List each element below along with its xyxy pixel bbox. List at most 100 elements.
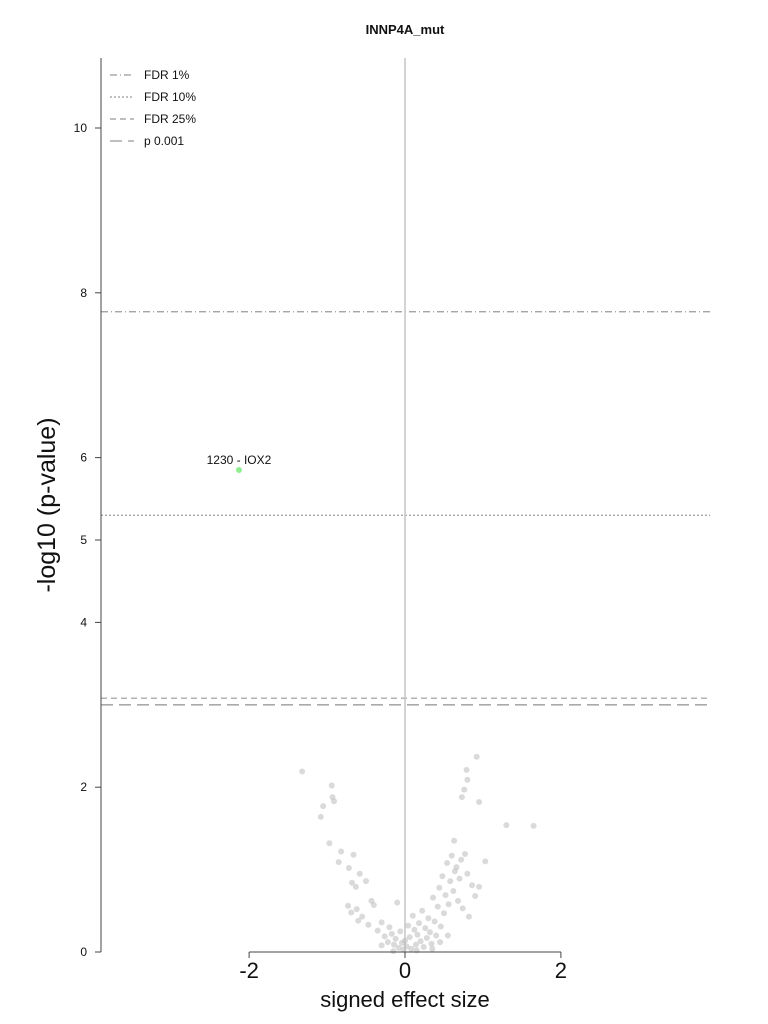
data-point-57 [434, 903, 441, 910]
data-point-61 [440, 910, 447, 917]
data-point-27 [386, 924, 393, 931]
data-point-60 [439, 873, 446, 880]
data-point-94 [437, 939, 444, 946]
data-point-47 [419, 907, 426, 914]
data-point-46 [417, 938, 424, 945]
data-point-52 [426, 929, 433, 936]
data-point-25 [381, 933, 388, 940]
data-point-0 [299, 768, 306, 775]
x-tick-label-0: -2 [239, 958, 259, 983]
data-point-76 [465, 913, 472, 920]
data-point-70 [455, 897, 462, 904]
data-point-22 [370, 902, 377, 909]
data-point-8 [338, 848, 345, 855]
data-point-42 [411, 926, 418, 933]
data-point-36 [402, 937, 408, 944]
data-point-30 [392, 935, 399, 942]
highlighted-point-group: 1230 - IOX2 [207, 453, 272, 473]
x-tick-label-2: 2 [555, 958, 567, 983]
data-point-54 [430, 894, 437, 901]
y-tick-label-1: 2 [80, 780, 87, 794]
y-tick-label-0: 0 [80, 945, 87, 959]
x-tick-label-1: 0 [399, 958, 411, 983]
data-point-53 [428, 940, 435, 947]
data-point-49 [422, 925, 429, 932]
data-point-80 [451, 837, 458, 844]
data-point-67 [450, 888, 457, 895]
data-point-71 [456, 875, 463, 882]
data-point-37 [403, 943, 410, 950]
data-point-39 [406, 934, 413, 941]
data-point-78 [472, 892, 479, 899]
data-point-5 [331, 798, 338, 805]
data-point-66 [448, 852, 455, 859]
data-point-92 [429, 945, 436, 952]
data-point-62 [442, 892, 449, 899]
highlighted-point [235, 466, 242, 473]
y-tick-label-5: 8 [80, 286, 87, 300]
data-point-93 [378, 942, 385, 949]
legend-label-2: FDR 10% [144, 90, 196, 104]
y-tick-label-6: 10 [74, 121, 88, 135]
data-point-91 [390, 948, 397, 955]
data-point-19 [359, 913, 366, 920]
x-axis-label: signed effect size [320, 987, 490, 1012]
data-point-15 [345, 902, 352, 909]
data-point-38 [405, 922, 412, 929]
data-point-59 [437, 923, 444, 930]
data-point-75 [464, 870, 471, 877]
legend: FDR 1% FDR 10% FDR 25% p 0.001 [110, 68, 196, 148]
data-point-45 [416, 920, 423, 927]
data-point-7 [335, 859, 342, 866]
data-point-3 [328, 782, 335, 789]
data-point-13 [356, 870, 363, 877]
data-point-23 [374, 927, 381, 934]
data-point-31 [394, 899, 401, 906]
data-point-55 [431, 918, 438, 925]
data-point-51 [425, 915, 432, 922]
data-point-50 [423, 934, 430, 941]
legend-label-1: FDR 1% [144, 68, 190, 82]
data-point-1 [320, 803, 327, 810]
data-point-2 [317, 813, 324, 820]
data-point-41 [409, 912, 416, 919]
data-point-64 [445, 901, 452, 908]
data-point-12 [352, 883, 359, 890]
data-point-83 [463, 766, 470, 773]
data-point-56 [433, 932, 440, 939]
data-point-28 [388, 930, 395, 937]
x-axis-ticks: -2 0 2 [239, 952, 567, 983]
data-point-20 [365, 921, 372, 928]
y-axis-label: -log10 (p-value) [33, 417, 61, 592]
data-point-84 [464, 776, 471, 783]
data-point-81 [458, 794, 465, 801]
y-tick-label-3: 5 [80, 533, 87, 547]
data-point-9 [350, 851, 357, 858]
y-axis-ticks: 0 2 4 5 6 8 10 [74, 121, 101, 959]
data-point-24 [378, 919, 385, 926]
chart-title: INNP4A_mut [366, 22, 445, 37]
data-point-72 [458, 856, 465, 863]
data-point-88 [503, 822, 510, 829]
legend-label-3: FDR 25% [144, 112, 196, 126]
data-point-26 [384, 939, 391, 946]
data-point-58 [436, 884, 443, 891]
y-tick-label-2: 4 [80, 615, 87, 629]
legend-label-4: p 0.001 [144, 134, 184, 148]
data-points [299, 753, 537, 955]
data-point-86 [476, 799, 483, 806]
data-point-48 [420, 944, 427, 951]
data-point-82 [461, 786, 468, 793]
data-point-43 [412, 941, 419, 948]
data-point-10 [345, 864, 352, 871]
data-point-63 [444, 860, 451, 867]
data-point-65 [447, 878, 454, 885]
data-point-11 [348, 879, 355, 886]
data-point-77 [469, 882, 476, 889]
data-point-89 [530, 822, 537, 829]
data-point-74 [462, 850, 469, 857]
data-point-32 [395, 944, 402, 951]
data-point-79 [476, 883, 483, 890]
